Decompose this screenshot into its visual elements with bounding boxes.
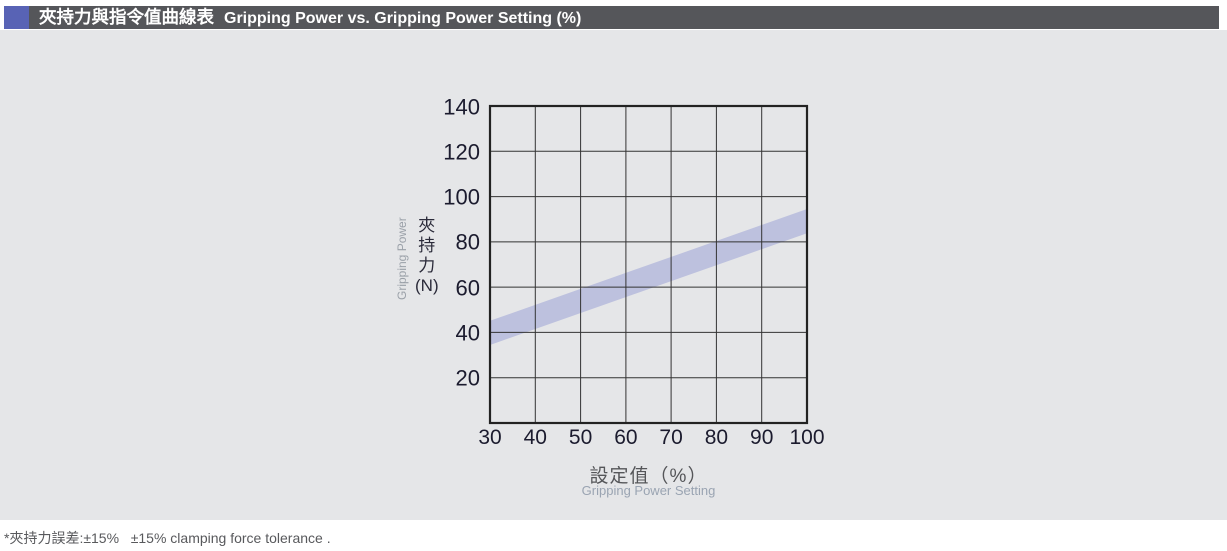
svg-text:40: 40 [456, 321, 480, 346]
svg-text:40: 40 [524, 426, 547, 449]
svg-text:100: 100 [443, 185, 480, 210]
svg-text:70: 70 [659, 426, 682, 449]
svg-text:100: 100 [789, 426, 824, 449]
svg-text:60: 60 [456, 276, 480, 301]
svg-text:30: 30 [478, 426, 501, 449]
svg-text:90: 90 [750, 426, 773, 449]
svg-text:80: 80 [705, 426, 728, 449]
svg-text:140: 140 [443, 95, 480, 120]
svg-text:80: 80 [456, 230, 480, 255]
svg-text:20: 20 [456, 366, 480, 391]
svg-text:120: 120 [443, 140, 480, 165]
svg-text:50: 50 [569, 426, 592, 449]
svg-text:60: 60 [614, 426, 637, 449]
